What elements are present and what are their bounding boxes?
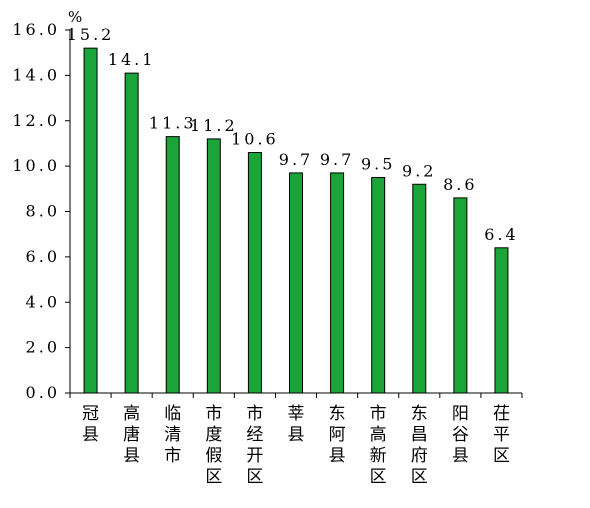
bar (289, 172, 303, 394)
x-category-label: 市经开区 (246, 404, 263, 487)
bar (247, 152, 262, 394)
data-label: 9.5 (361, 154, 395, 173)
x-category-label: 高唐县 (123, 404, 140, 466)
y-tick-label: 2.0 (26, 338, 60, 357)
bar (371, 176, 386, 394)
y-tick-label: 14.0 (12, 65, 60, 84)
y-tick-label: 10.0 (12, 156, 60, 175)
data-label: 11.3 (149, 114, 197, 133)
bar (412, 183, 427, 394)
x-axis: 冠县 高唐县 临清市 市度假区 市经开区 莘县 东阿县 市高新区 东昌府区 阳谷县 茌平区 (69, 392, 523, 487)
bar (453, 197, 468, 394)
data-label: 9.7 (279, 150, 313, 169)
y-tick-label: 8.0 (26, 202, 60, 221)
y-tick-label: 12.0 (12, 111, 60, 130)
data-label: 8.6 (443, 175, 477, 194)
bar (330, 172, 345, 394)
bars (83, 47, 509, 394)
x-category-label: 莘县 (288, 404, 305, 445)
x-category-label: 茌平区 (493, 404, 510, 466)
x-category-label: 市度假区 (205, 404, 222, 487)
x-category-label: 东阿县 (329, 404, 346, 466)
x-category-label: 市高新区 (370, 404, 387, 487)
data-label: 9.7 (320, 150, 354, 169)
y-axis-unit-label: % (68, 8, 82, 26)
bar (165, 136, 180, 394)
y-axis: 0.0 2.0 4.0 6.0 8.0 10.0 12.0 14.0 16.0 (12, 20, 71, 402)
data-label: 10.6 (231, 130, 279, 149)
bar (124, 72, 139, 394)
data-label: 15.2 (67, 25, 115, 44)
data-label: 6.4 (484, 225, 518, 244)
y-tick-label: 0.0 (26, 383, 60, 402)
y-tick-label: 4.0 (26, 292, 60, 311)
y-tick-label: 16.0 (12, 20, 60, 39)
x-category-label: 东昌府区 (411, 404, 428, 487)
y-tick-label: 6.0 (26, 247, 60, 266)
data-label: 14.1 (108, 50, 156, 69)
x-category-label: 阳谷县 (452, 404, 469, 466)
data-labels: 15.214.111.311.210.69.7 9.7 9.5 9.28.66.4 (67, 25, 518, 244)
bar (206, 138, 221, 394)
data-label: 9.2 (402, 161, 436, 180)
data-label: 11.2 (190, 116, 238, 135)
bar (83, 47, 98, 394)
x-category-label: 临清市 (164, 404, 181, 466)
x-category-label: 冠县 (82, 404, 99, 445)
bar (494, 247, 509, 394)
